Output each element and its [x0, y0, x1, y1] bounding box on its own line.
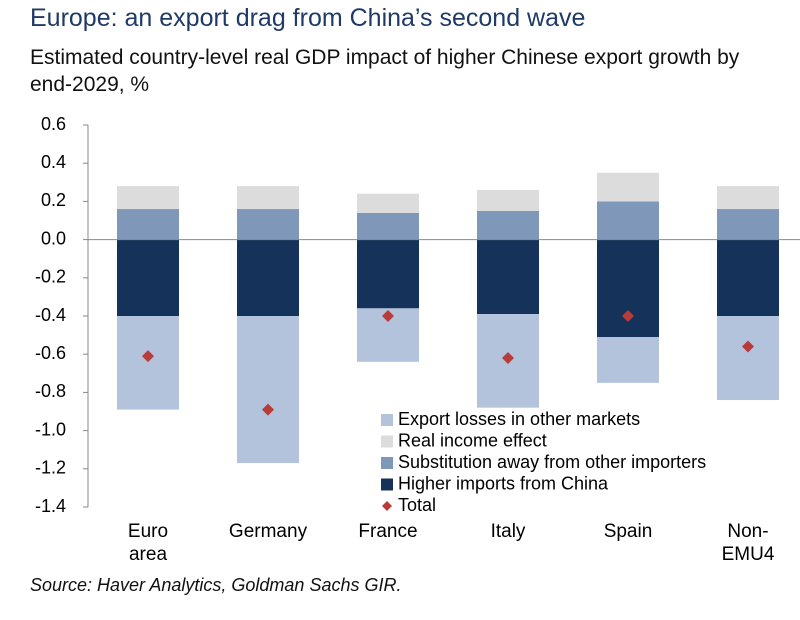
bar-segment [477, 210, 539, 240]
legend-label: Substitution away from other importers [398, 452, 706, 472]
y-tick-label: -1.2 [35, 458, 66, 478]
y-tick-label: -0.4 [35, 305, 66, 325]
total-marker [742, 340, 754, 353]
legend-swatch [381, 457, 393, 469]
y-tick-label: 0.6 [41, 114, 66, 134]
bar-segment [597, 337, 659, 383]
y-tick-label: -1.0 [35, 419, 66, 439]
x-tick-label: Germany [228, 521, 308, 542]
bar-segment [477, 239, 539, 315]
total-marker [502, 352, 514, 365]
bar-segment [117, 209, 179, 240]
bar-segment [597, 239, 659, 338]
bar-segment [237, 239, 299, 316]
bar-segment [717, 186, 779, 210]
total-marker [262, 403, 274, 416]
bar-segment [237, 209, 299, 240]
legend-label: Higher imports from China [398, 473, 609, 493]
y-tick-label: -0.2 [35, 267, 66, 287]
total-marker [142, 350, 154, 363]
y-tick-label: 0.4 [41, 152, 66, 172]
chart-title: Europe: an export drag from China’s seco… [30, 4, 586, 32]
bar-segment [357, 193, 419, 213]
y-tick-label: -1.4 [35, 496, 66, 516]
legend-swatch [381, 478, 393, 491]
bar-segment [237, 186, 299, 210]
y-tick-label: 0.0 [41, 228, 66, 248]
total-marker [382, 310, 394, 322]
x-tick-label: Euro area [127, 521, 169, 565]
legend-marker [382, 501, 392, 511]
y-tick-label: -0.6 [35, 343, 66, 363]
x-tick-label: Spain [603, 521, 653, 542]
bar-segment [117, 239, 179, 316]
bar-segment [597, 201, 659, 240]
source-note: Source: Haver Analytics, Goldman Sachs G… [30, 575, 402, 595]
legend-swatch [381, 414, 393, 426]
bar-segment [717, 316, 779, 401]
x-tick-label: France [358, 521, 418, 542]
bar-segment [717, 239, 779, 316]
legend-label: Export losses in other markets [398, 409, 640, 429]
bar-segment [117, 316, 179, 410]
legend-swatch [381, 435, 393, 448]
legend-label: Total [398, 495, 436, 515]
chart-subtitle: Estimated country-level real GDP impact … [30, 46, 740, 96]
bar-segment [477, 189, 539, 211]
x-tick-label: Italy [490, 521, 526, 542]
y-tick-label: -0.8 [35, 381, 66, 401]
bar-segment [717, 209, 779, 240]
legend-label: Real income effect [398, 430, 547, 450]
bar-segment [117, 186, 179, 210]
bar-segment [357, 239, 419, 309]
x-tick-label: Non-EMU4 [721, 521, 775, 565]
total-marker [622, 310, 634, 322]
bar-segment [237, 316, 299, 464]
y-tick-label: 0.2 [41, 190, 66, 210]
bar-segment [357, 212, 419, 240]
legend-box [374, 408, 774, 520]
bar-segment [597, 172, 659, 202]
